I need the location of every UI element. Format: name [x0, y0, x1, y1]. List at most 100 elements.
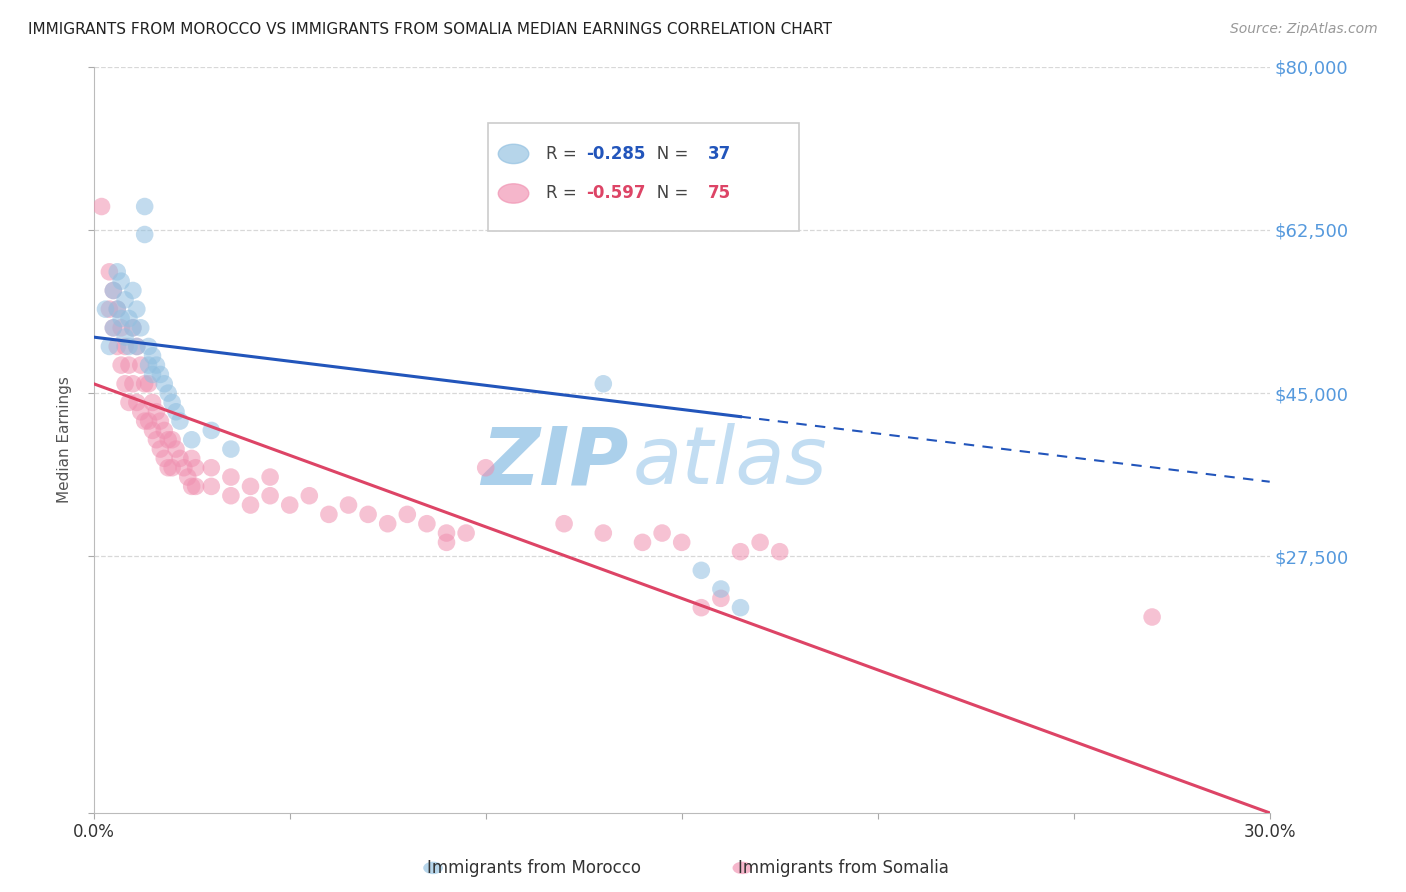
Point	[157, 460, 180, 475]
Text: 37: 37	[707, 145, 731, 163]
Text: Immigrants from Somalia: Immigrants from Somalia	[738, 859, 949, 877]
Point	[118, 311, 141, 326]
Point	[141, 368, 163, 382]
Point	[103, 320, 125, 334]
Point	[259, 470, 281, 484]
Point	[138, 339, 160, 353]
Point	[114, 330, 136, 344]
Point	[710, 591, 733, 606]
Point	[592, 376, 614, 391]
Point	[396, 508, 419, 522]
Point	[239, 479, 262, 493]
Point	[184, 460, 207, 475]
Point	[416, 516, 439, 531]
Point	[160, 433, 183, 447]
Point	[239, 498, 262, 512]
Point	[730, 600, 752, 615]
Point	[98, 265, 121, 279]
Point	[690, 600, 713, 615]
Point	[337, 498, 360, 512]
Point	[149, 414, 172, 428]
Point	[219, 470, 242, 484]
Point	[138, 358, 160, 372]
Point	[769, 544, 792, 558]
Point	[149, 442, 172, 456]
Circle shape	[498, 145, 529, 163]
Point	[122, 320, 145, 334]
Point	[125, 395, 148, 409]
Point	[105, 339, 128, 353]
Point	[105, 302, 128, 317]
Point	[173, 460, 195, 475]
Text: atlas: atlas	[633, 423, 827, 501]
Point	[169, 414, 191, 428]
Point	[129, 320, 152, 334]
Point	[157, 386, 180, 401]
Point	[141, 349, 163, 363]
Point	[377, 516, 399, 531]
Point	[153, 376, 176, 391]
Point	[125, 339, 148, 353]
Point	[138, 414, 160, 428]
Point	[94, 302, 117, 317]
Point	[157, 433, 180, 447]
Point	[129, 358, 152, 372]
Point	[259, 489, 281, 503]
Text: R =: R =	[547, 185, 582, 202]
Point	[149, 368, 172, 382]
Point	[153, 424, 176, 438]
Point	[122, 284, 145, 298]
Point	[145, 358, 167, 372]
Point	[651, 526, 673, 541]
Point	[160, 460, 183, 475]
Text: N =: N =	[641, 145, 693, 163]
Point	[98, 339, 121, 353]
Text: R =: R =	[547, 145, 582, 163]
Text: N =: N =	[641, 185, 693, 202]
Point	[165, 405, 187, 419]
Y-axis label: Median Earnings: Median Earnings	[58, 376, 72, 503]
Point	[110, 358, 132, 372]
Point	[165, 442, 187, 456]
Point	[357, 508, 380, 522]
Point	[730, 544, 752, 558]
Text: IMMIGRANTS FROM MOROCCO VS IMMIGRANTS FROM SOMALIA MEDIAN EARNINGS CORRELATION C: IMMIGRANTS FROM MOROCCO VS IMMIGRANTS FR…	[28, 22, 832, 37]
Circle shape	[498, 184, 529, 203]
Point	[110, 311, 132, 326]
Point	[1140, 610, 1163, 624]
Point	[125, 302, 148, 317]
Point	[145, 433, 167, 447]
Text: Immigrants from Morocco: Immigrants from Morocco	[427, 859, 641, 877]
Point	[153, 451, 176, 466]
Point	[110, 274, 132, 288]
Point	[200, 460, 222, 475]
Point	[103, 284, 125, 298]
Point	[690, 563, 713, 577]
Point	[125, 339, 148, 353]
Point	[134, 376, 156, 391]
Point	[114, 376, 136, 391]
FancyBboxPatch shape	[488, 122, 799, 231]
Point	[592, 526, 614, 541]
Point	[200, 479, 222, 493]
Point	[671, 535, 693, 549]
Point	[177, 470, 200, 484]
Text: -0.285: -0.285	[586, 145, 645, 163]
Point	[103, 320, 125, 334]
Point	[184, 479, 207, 493]
Point	[474, 460, 496, 475]
Point	[219, 489, 242, 503]
Point	[141, 395, 163, 409]
Point	[219, 442, 242, 456]
Point	[436, 526, 458, 541]
Point	[122, 320, 145, 334]
Point	[318, 508, 340, 522]
Point	[180, 479, 202, 493]
Point	[145, 405, 167, 419]
Point	[118, 395, 141, 409]
Point	[118, 358, 141, 372]
Point	[631, 535, 654, 549]
Point	[200, 424, 222, 438]
Point	[110, 320, 132, 334]
Point	[710, 582, 733, 596]
